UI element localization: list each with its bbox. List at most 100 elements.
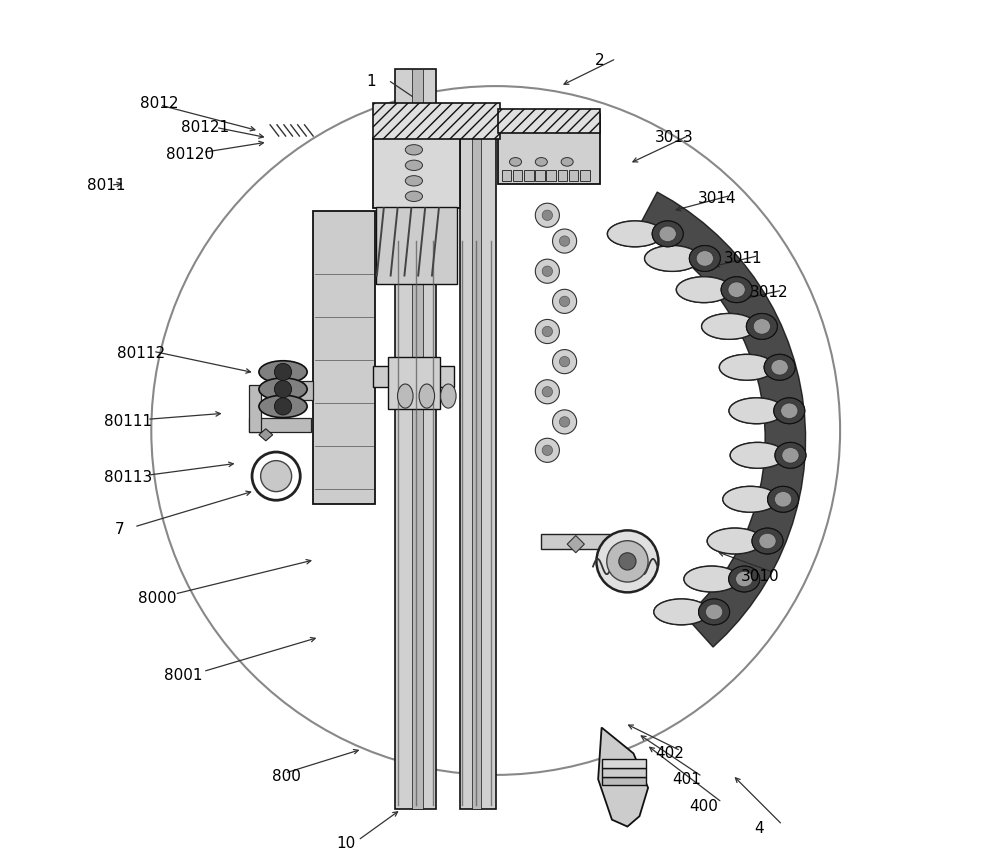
Text: 402: 402 [655, 746, 684, 761]
Bar [524, 170, 534, 181]
Bar [602, 759, 646, 768]
Ellipse shape [699, 599, 730, 625]
Ellipse shape [728, 282, 745, 297]
Text: 8001: 8001 [164, 668, 203, 684]
Text: 800: 800 [272, 769, 301, 784]
Text: 1: 1 [367, 74, 376, 90]
Ellipse shape [774, 398, 805, 424]
Text: 400: 400 [689, 799, 718, 815]
Text: 8000: 8000 [138, 591, 177, 606]
Circle shape [553, 410, 577, 434]
Circle shape [535, 380, 559, 404]
Ellipse shape [659, 226, 676, 242]
Ellipse shape [723, 486, 778, 512]
Ellipse shape [730, 443, 785, 468]
Ellipse shape [659, 226, 676, 242]
Circle shape [535, 259, 559, 283]
Ellipse shape [684, 566, 739, 592]
Ellipse shape [729, 398, 784, 424]
Ellipse shape [774, 492, 792, 507]
Text: 80111: 80111 [104, 414, 152, 430]
Bar [373, 103, 500, 139]
Polygon shape [567, 536, 584, 553]
Ellipse shape [707, 528, 762, 554]
Bar [541, 534, 619, 549]
Ellipse shape [654, 599, 709, 625]
Bar [472, 129, 481, 809]
Text: 7: 7 [115, 522, 125, 537]
Bar [249, 418, 311, 432]
Ellipse shape [753, 319, 770, 334]
Ellipse shape [607, 221, 663, 247]
Circle shape [553, 289, 577, 313]
Bar [266, 381, 313, 400]
Ellipse shape [719, 355, 774, 381]
Text: 80121: 80121 [181, 120, 230, 135]
Circle shape [607, 541, 648, 582]
Bar [388, 357, 440, 409]
Polygon shape [598, 728, 648, 827]
Circle shape [542, 326, 553, 337]
Ellipse shape [689, 245, 720, 271]
Polygon shape [259, 429, 273, 441]
Text: 8011: 8011 [87, 177, 125, 193]
Ellipse shape [419, 384, 435, 408]
Ellipse shape [782, 448, 799, 463]
Bar [502, 170, 511, 181]
Ellipse shape [781, 403, 798, 418]
Circle shape [542, 210, 553, 220]
Text: 8012: 8012 [140, 96, 179, 111]
Ellipse shape [676, 276, 731, 302]
Ellipse shape [729, 566, 760, 592]
Ellipse shape [764, 355, 795, 381]
Text: 80113: 80113 [104, 470, 152, 486]
Circle shape [559, 236, 570, 246]
Ellipse shape [729, 566, 760, 592]
Ellipse shape [405, 160, 423, 170]
Ellipse shape [771, 360, 788, 375]
Text: 10: 10 [336, 836, 356, 852]
Ellipse shape [774, 492, 792, 507]
Ellipse shape [707, 528, 762, 554]
Ellipse shape [736, 571, 753, 586]
Bar [498, 114, 600, 184]
Text: 401: 401 [672, 771, 701, 787]
Circle shape [535, 203, 559, 227]
Bar [313, 211, 375, 504]
Ellipse shape [684, 566, 739, 592]
Ellipse shape [274, 381, 292, 398]
Text: 3010: 3010 [741, 569, 780, 585]
Ellipse shape [607, 221, 663, 247]
Ellipse shape [645, 245, 700, 271]
Ellipse shape [654, 599, 709, 625]
Ellipse shape [398, 384, 413, 408]
Ellipse shape [274, 363, 292, 381]
Bar [498, 109, 600, 133]
Ellipse shape [752, 528, 783, 554]
Circle shape [535, 319, 559, 344]
Ellipse shape [652, 221, 683, 247]
Ellipse shape [702, 313, 757, 339]
Ellipse shape [771, 360, 788, 375]
Ellipse shape [699, 599, 730, 625]
Ellipse shape [259, 395, 307, 418]
Bar [249, 385, 261, 432]
Bar [513, 170, 522, 181]
Circle shape [535, 438, 559, 462]
Bar [373, 138, 460, 208]
Text: 3012: 3012 [750, 285, 788, 300]
Ellipse shape [759, 533, 776, 548]
Ellipse shape [768, 486, 799, 512]
Ellipse shape [746, 313, 777, 339]
Ellipse shape [730, 443, 785, 468]
Bar [602, 768, 646, 777]
Bar [373, 366, 454, 387]
Ellipse shape [702, 313, 757, 339]
Ellipse shape [696, 251, 713, 266]
Ellipse shape [509, 158, 522, 166]
Ellipse shape [696, 251, 713, 266]
Bar [412, 69, 423, 809]
Bar [602, 777, 646, 785]
Ellipse shape [752, 528, 783, 554]
Ellipse shape [775, 443, 806, 468]
